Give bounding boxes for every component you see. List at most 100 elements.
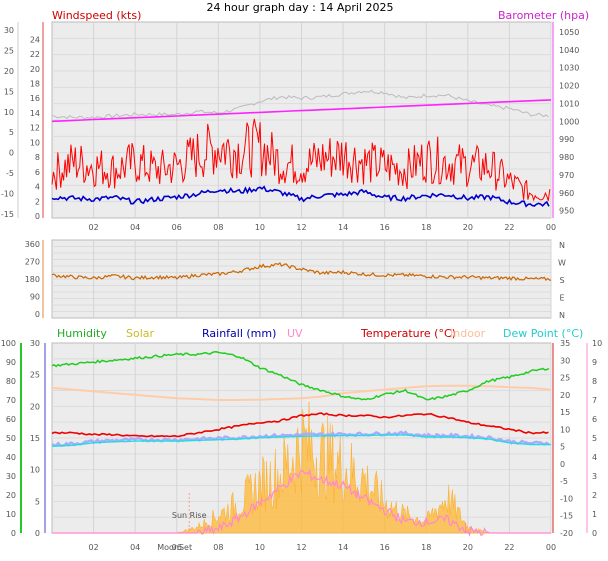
outer-tick-label: -5: [6, 169, 14, 178]
series-wind-average: [51, 185, 550, 208]
outer-tick-label: 30: [4, 26, 14, 35]
humidity-tick-label: 20: [6, 491, 16, 500]
barometer-tick-label: 1010: [559, 99, 579, 108]
legend-rainfall: Rainfall (mm): [202, 327, 276, 340]
direction-tick-label: 360: [25, 240, 40, 249]
panel3-x-tick-label: 06: [172, 543, 182, 552]
series-wind-direction: [51, 261, 552, 282]
legend-uv: UV: [287, 327, 303, 340]
outer-tick-label: -15: [1, 210, 14, 219]
legend-humidity: Humidity: [57, 327, 107, 340]
series-temperature: [51, 412, 549, 438]
series-indoor: [51, 384, 552, 401]
barometer-tick-label: 950: [559, 207, 574, 216]
temp-tick-label: -20: [560, 529, 573, 538]
legend-indoor: Indoor: [450, 327, 486, 340]
panel3-x-tick-label: 22: [504, 543, 514, 552]
series-dew-band: [51, 430, 550, 447]
humidity-tick-label: 100: [1, 339, 16, 348]
outer-tick-label: 0: [9, 149, 14, 158]
outer-tick-label: 5: [9, 128, 14, 137]
panel1-x-tick-label: 08: [213, 223, 223, 232]
panel1-x-tick-label: 02: [88, 223, 98, 232]
panel1-x-tick-label: 18: [421, 223, 431, 232]
panel3-x-tick-label: 12: [296, 543, 306, 552]
humidity-tick-label: 80: [6, 377, 16, 386]
windspeed-title: Windspeed (kts): [52, 9, 141, 22]
barometer-title: Barometer (hpa): [498, 9, 589, 22]
windspeed-tick-label: 14: [30, 109, 40, 118]
barometer-tick-label: 980: [559, 153, 574, 162]
panel1-x-tick-label: 12: [296, 223, 306, 232]
windspeed-tick-label: 20: [30, 65, 40, 74]
series-grey-line: [52, 89, 549, 120]
barometer-tick-label: 1000: [559, 117, 579, 126]
uv-tick-label: 8: [592, 377, 597, 386]
panel3-x-tick-label: 08: [213, 543, 223, 552]
panel1-x-tick-label: 04: [130, 223, 140, 232]
panel3-x-tick-label: 18: [421, 543, 431, 552]
temp-humidity-panel: 1009080706050403020100302520151050353025…: [1, 339, 602, 552]
windspeed-tick-label: 4: [35, 183, 40, 192]
wind-pressure-panel: 242220181614121086420302520151050-5-10-1…: [1, 21, 579, 232]
humidity-tick-label: 30: [6, 472, 16, 481]
panel1-x-tick-label: 00: [546, 223, 556, 232]
direction-tick-label: 0: [35, 310, 40, 319]
uv-tick-label: 4: [592, 453, 597, 462]
direction-tick-label: 180: [25, 275, 40, 284]
humidity-tick-label: 0: [11, 529, 16, 538]
uv-tick-label: 0: [592, 529, 597, 538]
series-barometer: [51, 99, 552, 123]
rain-tick-label: 5: [35, 497, 40, 506]
uv-tick-label: 6: [592, 415, 597, 424]
rain-tick-label: 30: [30, 339, 40, 348]
windspeed-tick-label: 2: [35, 197, 40, 206]
direction-compass-label: N: [559, 311, 565, 320]
outer-tick-label: -10: [1, 190, 14, 199]
humidity-tick-label: 10: [6, 510, 16, 519]
panel1-x-tick-label: 20: [463, 223, 473, 232]
direction-tick-label: 270: [25, 258, 40, 267]
legend-solar: Solar: [126, 327, 155, 340]
panel1-x-tick-label: 16: [380, 223, 390, 232]
uv-tick-label: 3: [592, 472, 597, 481]
rain-tick-label: 0: [35, 529, 40, 538]
uv-tick-label: 9: [592, 358, 597, 367]
barometer-tick-label: 1050: [559, 28, 579, 37]
temp-tick-label: -10: [560, 494, 573, 503]
outer-tick-label: 15: [4, 87, 14, 96]
legend-dew-point: Dew Point (°C): [503, 327, 583, 340]
temp-tick-label: -15: [560, 512, 573, 521]
outer-tick-label: 20: [4, 67, 14, 76]
humidity-tick-label: 50: [6, 434, 16, 443]
barometer-tick-label: 960: [559, 189, 574, 198]
windspeed-tick-label: 8: [35, 153, 40, 162]
uv-tick-label: 2: [592, 491, 597, 500]
panel3-x-tick-label: 20: [463, 543, 473, 552]
outer-tick-label: 10: [4, 108, 14, 117]
windspeed-tick-label: 24: [30, 35, 40, 44]
uv-tick-label: 1: [592, 510, 597, 519]
windspeed-tick-label: 12: [30, 124, 40, 133]
panel1-x-tick-label: 06: [172, 223, 182, 232]
panel3-x-tick-label: 04: [130, 543, 140, 552]
sunrise-label: Sun Rise: [172, 511, 207, 520]
windspeed-tick-label: 10: [30, 138, 40, 147]
series-uv: [52, 468, 551, 537]
panel3-legend: Humidity Solar Rainfall (mm) UV Temperat…: [57, 327, 583, 340]
panel3-x-tick-label: 02: [88, 543, 98, 552]
moonset-label: MoonSet: [157, 543, 192, 552]
windspeed-tick-label: 18: [30, 80, 40, 89]
temp-tick-label: 0: [560, 460, 565, 469]
series-dew-point: [51, 434, 551, 447]
direction-tick-label: 90: [30, 293, 40, 302]
temp-tick-label: 10: [560, 425, 570, 434]
series-wind-gust: [51, 118, 551, 202]
panel1-x-tick-label: 14: [338, 223, 348, 232]
barometer-tick-label: 990: [559, 135, 574, 144]
panel1-x-tick-label: 22: [504, 223, 514, 232]
humidity-tick-label: 70: [6, 396, 16, 405]
panel3-x-tick-label: 16: [380, 543, 390, 552]
